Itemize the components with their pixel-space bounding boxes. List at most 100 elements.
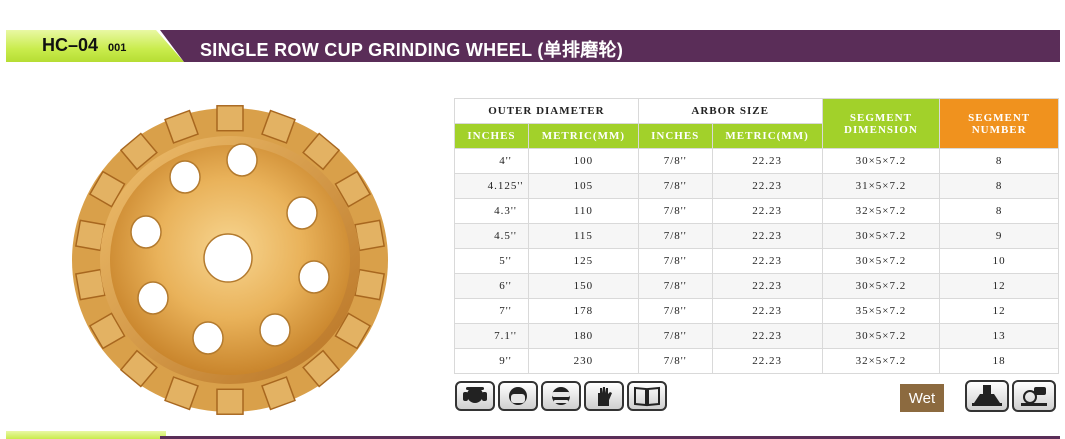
wheel-segment bbox=[88, 170, 126, 208]
od-inches-cell: 4.125'' bbox=[454, 173, 529, 199]
manual-book-icon bbox=[627, 381, 667, 411]
od-inches-cell: 6'' bbox=[454, 273, 529, 299]
table-row: 4.3'' 110 7/8'' 22.23 32×5×7.2 8 bbox=[454, 198, 1059, 224]
cup-grinding-wheel-image bbox=[72, 105, 388, 415]
footer-band bbox=[160, 436, 1060, 439]
page-title: SINGLE ROW CUP GRINDING WHEEL (单排磨轮) bbox=[200, 40, 624, 60]
outer-diameter-header: OUTER DIAMETER bbox=[454, 98, 639, 124]
od-metric-cell: 150 bbox=[527, 273, 639, 299]
arbor-metric-cell: 22.23 bbox=[711, 148, 823, 174]
tool-icons bbox=[965, 380, 1056, 412]
od-metric-cell: 230 bbox=[527, 348, 639, 374]
gloves-icon bbox=[584, 381, 624, 411]
arbor-inches-cell: 7/8'' bbox=[637, 198, 713, 224]
segment-number-cell: 12 bbox=[939, 298, 1059, 324]
table-row: 5'' 125 7/8'' 22.23 30×5×7.2 10 bbox=[454, 248, 1059, 274]
segment-dimension-cell: 30×5×7.2 bbox=[821, 223, 941, 249]
wheel-segment bbox=[334, 170, 372, 208]
arbor-metric-header: METRIC(MM) bbox=[711, 123, 823, 149]
arbor-size-header: ARBOR SIZE bbox=[637, 98, 823, 124]
wheel-segments bbox=[75, 105, 385, 415]
od-inches-cell: 7'' bbox=[454, 298, 529, 324]
segment-dimension-cell: 30×5×7.2 bbox=[821, 148, 941, 174]
segment-number-cell: 13 bbox=[939, 323, 1059, 349]
angle-grinder-icon bbox=[965, 380, 1009, 412]
od-inches-cell: 4.3'' bbox=[454, 198, 529, 224]
ear-protection-icon bbox=[455, 381, 495, 411]
wheel-segment bbox=[75, 219, 106, 252]
wheel-segment bbox=[302, 349, 341, 388]
safety-icons bbox=[455, 381, 667, 411]
wheel-segment bbox=[216, 105, 244, 132]
od-inches-cell: 4'' bbox=[454, 148, 529, 174]
od-metric-cell: 110 bbox=[527, 198, 639, 224]
arbor-inches-cell: 7/8'' bbox=[637, 173, 713, 199]
od-metric-cell: 115 bbox=[527, 223, 639, 249]
segment-dimension-cell: 30×5×7.2 bbox=[821, 323, 941, 349]
arbor-metric-cell: 22.23 bbox=[711, 298, 823, 324]
wheel-segment bbox=[164, 376, 199, 411]
segment-number-cell: 8 bbox=[939, 148, 1059, 174]
table-row: 7.1'' 180 7/8'' 22.23 30×5×7.2 13 bbox=[454, 323, 1059, 349]
arbor-metric-cell: 22.23 bbox=[711, 198, 823, 224]
wheel-segment bbox=[354, 268, 385, 301]
od-metric-cell: 100 bbox=[527, 148, 639, 174]
od-metric-cell: 125 bbox=[527, 248, 639, 274]
wheel-segment bbox=[334, 312, 372, 350]
segment-dimension-cell: 32×5×7.2 bbox=[821, 348, 941, 374]
segment-dimension-cell: 30×5×7.2 bbox=[821, 273, 941, 299]
arbor-inches-cell: 7/8'' bbox=[637, 223, 713, 249]
segment-number-cell: 18 bbox=[939, 348, 1059, 374]
arbor-inches-header: INCHES bbox=[637, 123, 713, 149]
segment-number-cell: 9 bbox=[939, 223, 1059, 249]
product-code-main: HC–04 bbox=[42, 35, 99, 55]
product-code: HC–04 001 bbox=[42, 35, 126, 56]
arbor-metric-cell: 22.23 bbox=[711, 323, 823, 349]
od-inches-cell: 5'' bbox=[454, 248, 529, 274]
arbor-metric-cell: 22.23 bbox=[711, 223, 823, 249]
segment-number-cell: 10 bbox=[939, 248, 1059, 274]
wheel-segment bbox=[216, 388, 244, 415]
wheel-segment bbox=[119, 349, 158, 388]
table-row: 6'' 150 7/8'' 22.23 30×5×7.2 12 bbox=[454, 273, 1059, 299]
od-metric-cell: 178 bbox=[527, 298, 639, 324]
table-row: 7'' 178 7/8'' 22.23 35×5×7.2 12 bbox=[454, 298, 1059, 324]
arbor-inches-cell: 7/8'' bbox=[637, 298, 713, 324]
wheel-segment bbox=[164, 109, 199, 144]
table-row: 4'' 100 7/8'' 22.23 30×5×7.2 8 bbox=[454, 148, 1059, 174]
od-metric-header: METRIC(MM) bbox=[527, 123, 639, 149]
segment-number-header: SEGMENT NUMBER bbox=[939, 98, 1059, 149]
header-bar: HC–04 001 SINGLE ROW CUP GRINDING WHEEL (… bbox=[0, 30, 1060, 62]
footer-green-tab bbox=[6, 431, 166, 439]
wheel-segment bbox=[261, 376, 296, 411]
segment-dimension-header: SEGMENT DIMENSION bbox=[821, 98, 941, 149]
arbor-inches-cell: 7/8'' bbox=[637, 148, 713, 174]
od-inches-cell: 9'' bbox=[454, 348, 529, 374]
wheel-segment bbox=[302, 132, 341, 171]
table-row: 4.125'' 105 7/8'' 22.23 31×5×7.2 8 bbox=[454, 173, 1059, 199]
od-inches-cell: 7.1'' bbox=[454, 323, 529, 349]
arbor-metric-cell: 22.23 bbox=[711, 173, 823, 199]
arbor-inches-cell: 7/8'' bbox=[637, 348, 713, 374]
table-row: 9'' 230 7/8'' 22.23 32×5×7.2 18 bbox=[454, 348, 1059, 374]
od-inches-header: INCHES bbox=[454, 123, 529, 149]
arbor-inches-cell: 7/8'' bbox=[637, 248, 713, 274]
od-inches-cell: 4.5'' bbox=[454, 223, 529, 249]
hand-grinder-icon bbox=[1012, 380, 1056, 412]
arbor-inches-cell: 7/8'' bbox=[637, 273, 713, 299]
od-metric-cell: 105 bbox=[527, 173, 639, 199]
od-metric-cell: 180 bbox=[527, 323, 639, 349]
arbor-inches-cell: 7/8'' bbox=[637, 323, 713, 349]
title-band bbox=[160, 30, 1060, 62]
arbor-metric-cell: 22.23 bbox=[711, 248, 823, 274]
segment-dimension-cell: 32×5×7.2 bbox=[821, 198, 941, 224]
wheel-segment bbox=[354, 219, 385, 252]
segment-dimension-cell: 31×5×7.2 bbox=[821, 173, 941, 199]
face-mask-icon bbox=[498, 381, 538, 411]
arbor-metric-cell: 22.23 bbox=[711, 273, 823, 299]
segment-number-cell: 12 bbox=[939, 273, 1059, 299]
spec-table: OUTER DIAMETER ARBOR SIZE SEGMENT DIMENS… bbox=[454, 98, 1059, 374]
wheel-segment bbox=[75, 268, 106, 301]
wet-use-badge: Wet bbox=[900, 384, 944, 412]
arbor-metric-cell: 22.23 bbox=[711, 348, 823, 374]
